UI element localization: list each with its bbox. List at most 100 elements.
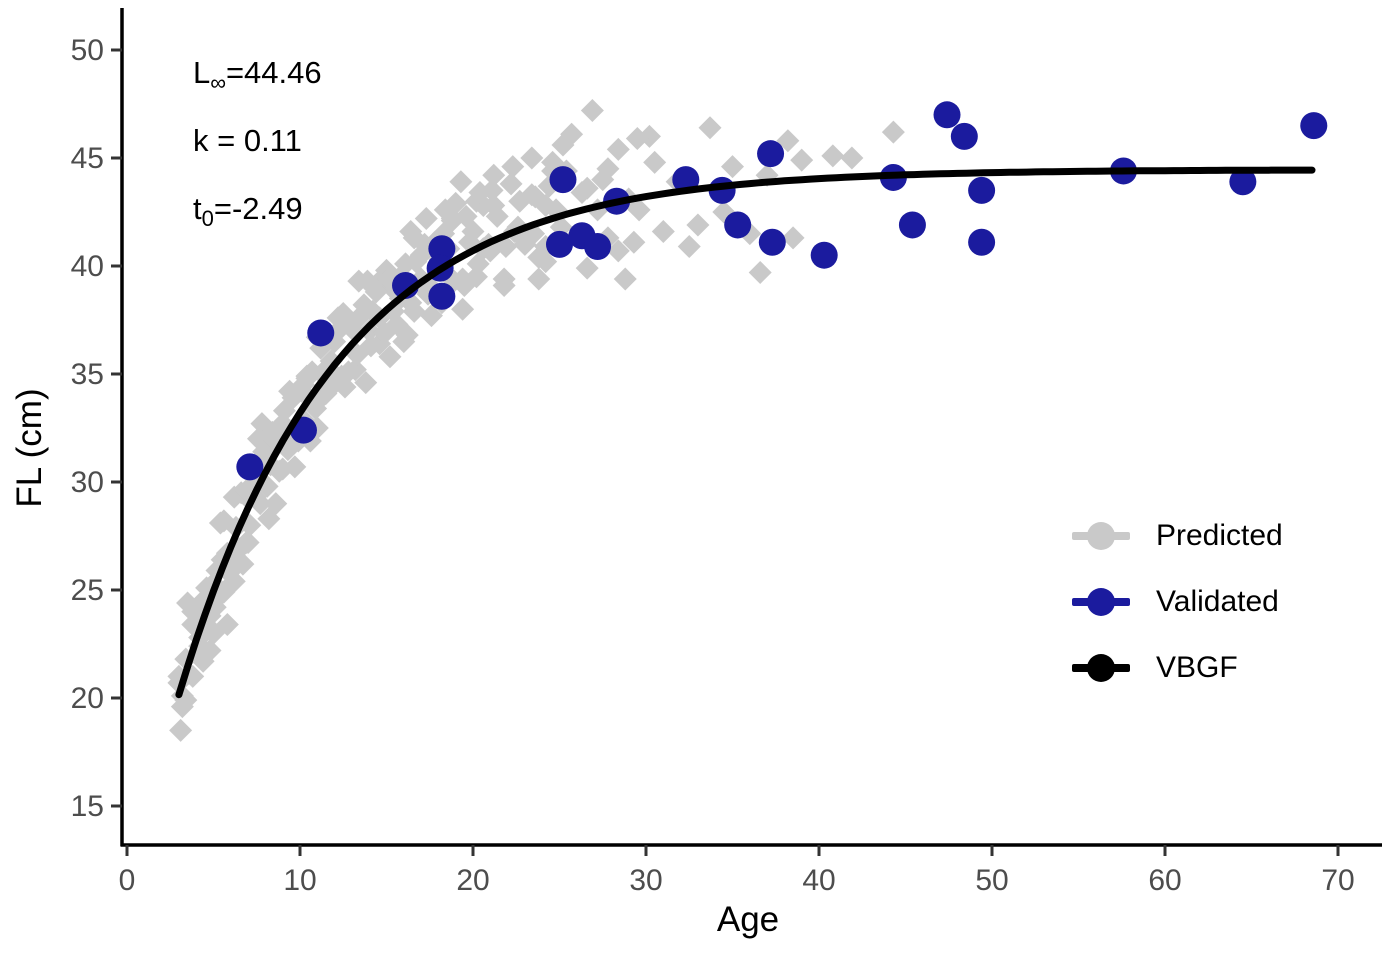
predicted-point (260, 420, 284, 444)
predicted-point (392, 330, 416, 354)
predicted-point (399, 219, 423, 243)
predicted-point (606, 239, 630, 263)
validated-point (236, 453, 264, 481)
vbgf-legend-symbol (1072, 653, 1130, 683)
x-tick-label: 70 (1321, 864, 1354, 897)
legend-label-validated: Validated (1156, 585, 1279, 618)
predicted-point (492, 273, 516, 297)
y-tick-label: 35 (71, 358, 104, 391)
legend-row-vbgf: VBGF (1072, 635, 1283, 701)
predicted-point (402, 299, 426, 323)
x-tick-label: 20 (456, 864, 489, 897)
validated-point (968, 176, 996, 204)
predicted-point (352, 293, 376, 317)
predicted-point (267, 459, 291, 483)
validated-point (1229, 168, 1257, 196)
predicted-point (551, 133, 575, 157)
predicted-point (354, 371, 378, 395)
validated-point (546, 230, 573, 258)
predicted-point (482, 194, 506, 218)
predicted-point (338, 312, 362, 336)
validated-point (549, 166, 577, 194)
annotation-k: k = 0.11 (193, 123, 302, 159)
predicted-point (613, 267, 637, 291)
vbgf-parameter-annotation: L∞=44.46 k = 0.11 t0=-2.49 (193, 44, 322, 249)
y-tick-label: 15 (71, 790, 104, 823)
predicted-point (264, 492, 288, 516)
validated-point (724, 211, 752, 239)
predicted-point (499, 172, 523, 196)
predicted-point (776, 129, 800, 153)
predicted-point (385, 312, 409, 336)
predicted-point (414, 206, 438, 230)
predicted-point (198, 638, 222, 662)
predicted-point (222, 569, 246, 593)
predicted-point (686, 213, 710, 237)
x-tick-label: 0 (119, 864, 136, 897)
predicted-point (378, 345, 402, 369)
y-tick-label: 30 (71, 466, 104, 499)
predicted-point (643, 150, 667, 174)
validated-point (968, 228, 996, 256)
x-tick-label: 60 (1148, 864, 1181, 897)
x-axis-title: Age (716, 900, 780, 939)
legend: Predicted Validated VBGF (1072, 503, 1283, 701)
predicted-point (698, 116, 722, 140)
predicted-point (534, 250, 558, 274)
predicted-point (677, 235, 701, 259)
validated-point (428, 235, 456, 263)
predicted-point (359, 334, 383, 358)
predicted-point (466, 252, 490, 276)
x-tick-label: 30 (629, 864, 662, 897)
x-tick-label: 10 (283, 864, 316, 897)
predicted-point (364, 280, 388, 304)
predicted-point (580, 98, 604, 122)
validated-point (810, 241, 838, 269)
predicted-point (300, 360, 324, 384)
legend-row-predicted: Predicted (1072, 503, 1283, 569)
predicted-point (721, 155, 744, 179)
predicted-point (454, 204, 478, 228)
predicted-point (433, 198, 457, 222)
validated-point (1300, 112, 1328, 140)
y-tick-label: 40 (71, 250, 104, 283)
validated-point (898, 211, 926, 239)
predicted-point (330, 364, 354, 388)
predicted-point (622, 230, 646, 254)
predicted-point (169, 718, 193, 742)
validated-point (428, 282, 456, 310)
predicted-point (520, 146, 544, 170)
predicted-point (501, 155, 525, 179)
predicted-point (257, 507, 281, 531)
predicted-point (482, 163, 506, 187)
y-tick-label: 45 (71, 142, 104, 175)
validated-point (933, 101, 961, 129)
validated-point (950, 122, 978, 150)
legend-row-validated: Validated (1072, 569, 1283, 635)
x-tick-label: 50 (975, 864, 1008, 897)
legend-label-predicted: Predicted (1156, 519, 1283, 552)
predicted-point (575, 256, 599, 280)
predicted-point (781, 226, 805, 250)
predicted-point (881, 120, 905, 144)
vbgf-curve (175, 166, 1316, 699)
predicted-point (419, 304, 443, 328)
validated-point (584, 233, 612, 261)
y-tick-label: 25 (71, 574, 104, 607)
predicted-point (790, 148, 814, 172)
predicted-point (449, 170, 473, 194)
predicted-point (570, 181, 594, 205)
predicted-point (451, 297, 475, 321)
predicted-point (606, 137, 630, 161)
predicted-point (480, 178, 504, 202)
legend-label-vbgf: VBGF (1156, 651, 1238, 684)
predicted-point (821, 144, 845, 168)
predicted-point (627, 198, 651, 222)
y-tick-label: 20 (71, 682, 104, 715)
predicted-point (651, 219, 675, 243)
annotation-t0: t0=-2.49 (193, 191, 303, 232)
predicted-point (176, 591, 200, 615)
predicted-point (215, 613, 239, 637)
